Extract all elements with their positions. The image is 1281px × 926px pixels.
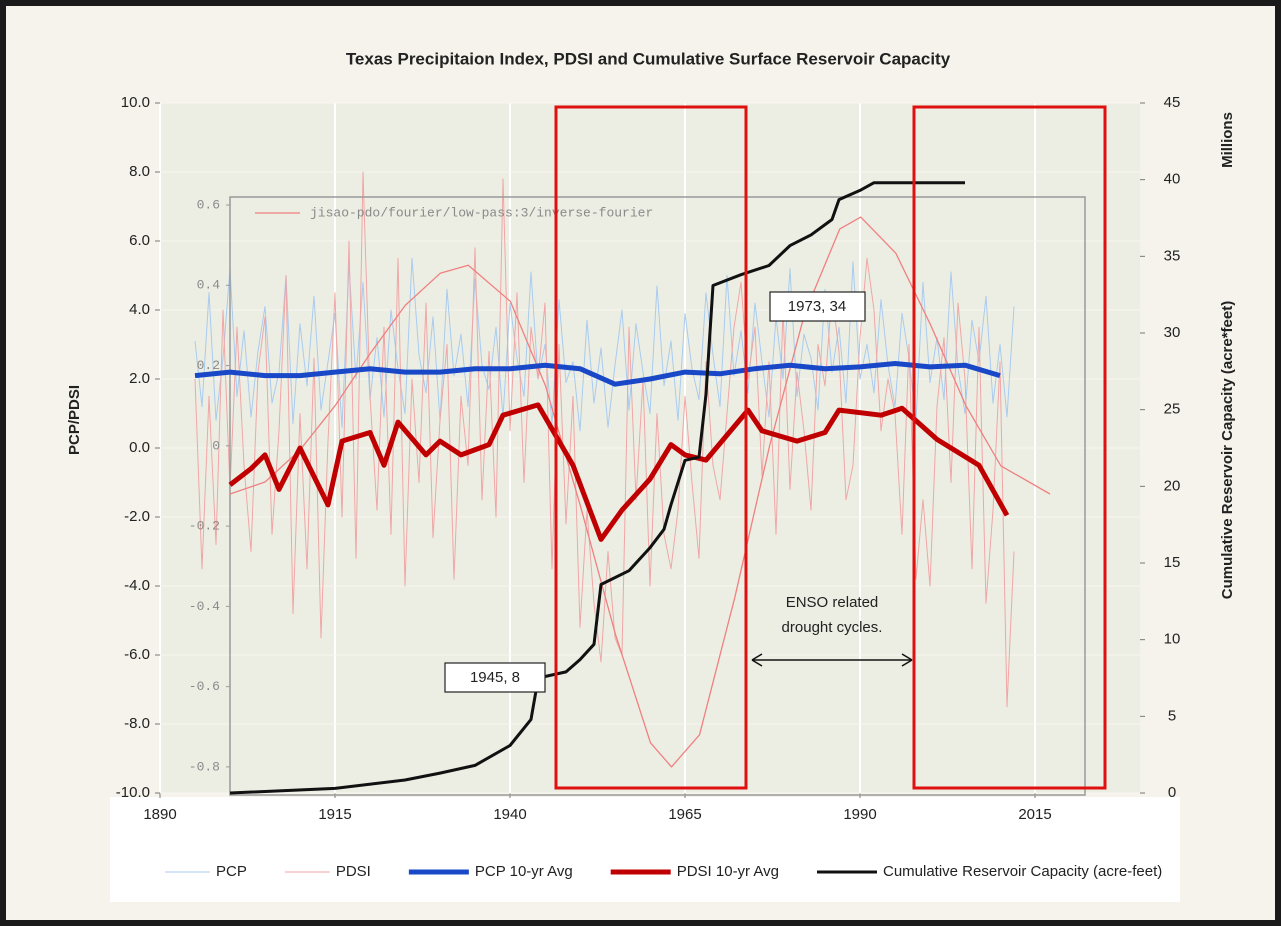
y2-tick-label: 45 (1164, 94, 1181, 111)
y-tick-label: -8.0 (124, 715, 150, 732)
inset-y-tick-label: 0.6 (197, 197, 220, 212)
inset-y-tick-label: 0.2 (197, 358, 220, 373)
y-tick-label: 8.0 (129, 163, 150, 180)
y2-tick-label: 40 (1164, 171, 1181, 188)
y2-tick-label: 25 (1164, 401, 1181, 418)
legend-label: Cumulative Reservoir Capacity (acre-feet… (883, 863, 1162, 880)
legend-label: PDSI (336, 863, 371, 880)
annotations: 1945, 8 1973, 34 ENSO related drought cy… (444, 105, 1107, 790)
annotation: ENSO related (786, 594, 879, 611)
legend-label: PCP 10-yr Avg (475, 863, 573, 880)
series-line (228, 402, 1010, 542)
y-tick-label: -2.0 (124, 508, 150, 525)
x-tick-label: 1940 (493, 806, 526, 823)
y-tick-label: 4.0 (129, 301, 150, 318)
annotation-box (769, 291, 866, 322)
y2-tick-label: 30 (1164, 324, 1181, 341)
y2-tick-label: 35 (1164, 247, 1181, 264)
y-tick-label: 10.0 (121, 94, 150, 111)
annotation: 1973, 34 (788, 298, 846, 315)
legend-label: PCP (216, 863, 247, 880)
y-tick-label: 2.0 (129, 370, 150, 387)
inset-frame (229, 196, 1086, 796)
annotation: drought cycles. (782, 619, 883, 636)
y-tick-label: 6.0 (129, 232, 150, 249)
x-tick-label: 2015 (1018, 806, 1051, 823)
inset-y-tick-label: -0.8 (189, 759, 220, 774)
y-tick-label: -10.0 (116, 784, 150, 801)
y2-tick-label: 0 (1168, 784, 1176, 801)
x-tick-label: 1915 (318, 806, 351, 823)
y-axis-label: PCP/PDSI (66, 385, 83, 455)
y2-tick-label: 5 (1168, 707, 1176, 724)
y-tick-label: -6.0 (124, 646, 150, 663)
inset-y-tick-label: -0.4 (189, 599, 220, 614)
y2-tick-label: 10 (1164, 631, 1181, 648)
y2-tick-label: 20 (1164, 477, 1181, 494)
x-tick-label: 1990 (843, 806, 876, 823)
highlight-box (554, 105, 748, 790)
inset-y-tick-label: 0 (212, 438, 220, 453)
highlight-box (912, 105, 1107, 790)
series-line (194, 361, 1001, 387)
layers: 1890 1915 1940 1965 1990 2015-10.0-8.0-6.0-4.… (116, 94, 1181, 880)
chart-title: Texas Precipitaion Index, PDSI and Cumul… (346, 49, 951, 68)
y-tick-label: -4.0 (124, 577, 150, 594)
inset-y-tick-label: 0.4 (197, 278, 221, 293)
y2-axis-label: Cumulative Reservoir Capacity (acre*feet… (1219, 301, 1236, 599)
inset-y-tick-label: -0.6 (189, 679, 220, 694)
y2-tick-label: 15 (1164, 554, 1181, 571)
inset-y-tick-label: -0.2 (189, 519, 220, 534)
x-tick-label: 1890 (143, 806, 176, 823)
annotation: 1945, 8 (470, 669, 520, 686)
arrow-head (751, 653, 913, 667)
legend-area (110, 797, 1180, 902)
x-tick-label: 1965 (668, 806, 701, 823)
annotation-box (444, 662, 546, 693)
series-line (194, 257, 1015, 432)
inset-legend-label: jisao-pdo/fourier/low-pass:3/inverse-fou… (310, 205, 653, 220)
series-line (229, 216, 1051, 768)
y2-unit-label: Millions (1219, 112, 1236, 168)
y-tick-label: 0.0 (129, 439, 150, 456)
series-line (194, 171, 1015, 708)
legend-label: PDSI 10-yr Avg (677, 863, 779, 880)
series-line (229, 181, 965, 795)
